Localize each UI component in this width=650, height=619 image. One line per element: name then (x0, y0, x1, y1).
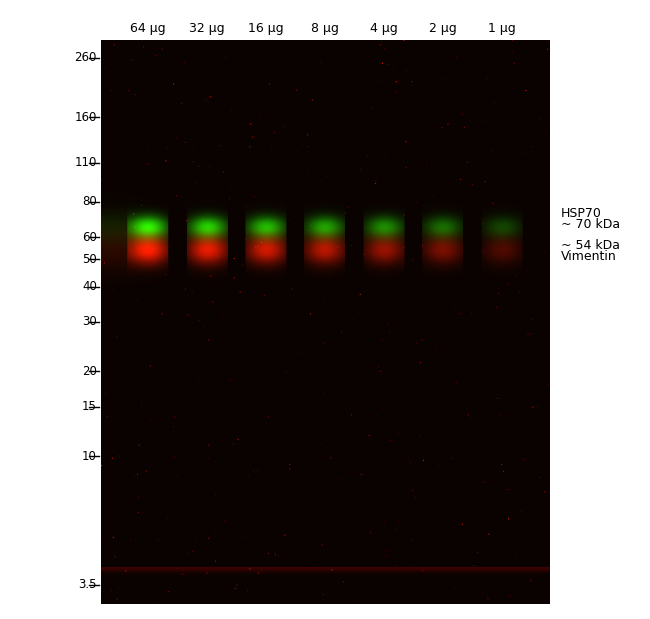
Text: 4 μg: 4 μg (370, 22, 398, 35)
Text: 50: 50 (82, 253, 97, 266)
Text: 8 μg: 8 μg (311, 22, 339, 35)
Text: 260: 260 (75, 51, 97, 64)
Text: 16 μg: 16 μg (248, 22, 284, 35)
Text: 2 μg: 2 μg (429, 22, 457, 35)
Text: Vimentin: Vimentin (561, 249, 617, 262)
Text: HSP70: HSP70 (561, 207, 602, 220)
Text: 3.5: 3.5 (79, 578, 97, 591)
Text: ~ 70 kDa: ~ 70 kDa (561, 218, 620, 231)
Text: 64 μg: 64 μg (131, 22, 166, 35)
Text: 1 μg: 1 μg (488, 22, 515, 35)
Text: 10: 10 (82, 450, 97, 463)
Text: ~ 54 kDa: ~ 54 kDa (561, 238, 620, 251)
Text: 80: 80 (82, 196, 97, 209)
Text: 60: 60 (82, 231, 97, 244)
Text: 20: 20 (82, 365, 97, 378)
Text: 160: 160 (75, 111, 97, 124)
Text: 15: 15 (82, 400, 97, 413)
Text: 30: 30 (82, 315, 97, 329)
Text: 32 μg: 32 μg (189, 22, 225, 35)
Text: 110: 110 (75, 157, 97, 170)
Text: 40: 40 (82, 280, 97, 293)
